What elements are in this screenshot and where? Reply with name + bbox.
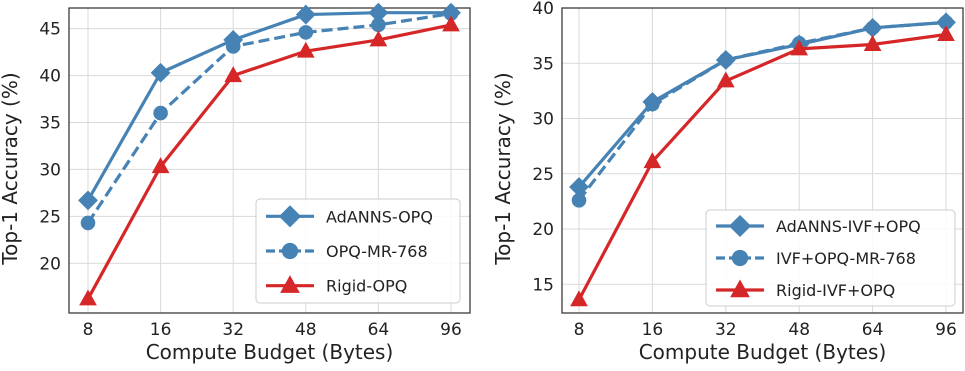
series-adanns-opq: [78, 2, 461, 211]
y-tick-label: 35: [532, 54, 554, 74]
data-point: [295, 4, 316, 25]
data-point: [153, 105, 168, 121]
legend-marker: [728, 214, 752, 238]
data-point: [296, 41, 315, 58]
plot-frame: [561, 7, 964, 314]
y-tick-label: 40: [532, 0, 554, 19]
data-point: [570, 290, 588, 307]
legend-marker: [731, 249, 749, 267]
legend: AdANNS-IVF+OPQ IVF+OPQ-MR-768 Rigid-IVF+OP…: [705, 209, 956, 307]
legend-label: IVF+OPQ-MR-768: [776, 249, 916, 268]
y-tick-label: 35: [39, 113, 61, 133]
data-point: [862, 17, 883, 38]
legend-label: Rigid-IVF+OPQ: [776, 281, 895, 300]
x-tick-label: 8: [574, 320, 585, 340]
x-tick-label: 64: [368, 320, 390, 340]
x-tick-label: 8: [83, 320, 94, 340]
data-point: [569, 177, 589, 197]
x-tick-label: 16: [150, 320, 172, 340]
series-line: [86, 12, 452, 224]
data-point: [715, 50, 736, 70]
x-axis-label: Compute Budget (Bytes): [146, 340, 394, 364]
legend-box: [705, 209, 956, 307]
series-line: [86, 23, 452, 300]
data-point: [79, 289, 97, 306]
y-tick-label: 30: [39, 160, 61, 180]
legend-label: Rigid-OPQ: [326, 277, 407, 296]
series-rigid-ivf-opq: [570, 25, 955, 307]
x-tick-label: 96: [440, 320, 462, 340]
data-point: [863, 35, 882, 51]
legend: AdANNS-OPQ OPQ-MR-768 Rigid-OPQ: [255, 198, 461, 304]
series-line: [577, 32, 947, 301]
data-point: [78, 190, 98, 211]
legend-box: [255, 198, 461, 304]
x-tick-label: 48: [788, 320, 810, 340]
legend-marker: [278, 205, 302, 228]
y-tick-label: 20: [532, 220, 554, 240]
data-point: [716, 71, 735, 88]
data-point: [369, 30, 388, 47]
data-point: [151, 157, 170, 174]
data-point: [150, 62, 171, 83]
series-opq-mr-768: [80, 6, 459, 231]
x-tick-label: 32: [715, 320, 737, 340]
y-axis-label: Top-1 Accuracy (%): [0, 72, 22, 265]
series-rigid-opq: [79, 15, 460, 306]
legend-marker: [281, 242, 299, 260]
y-tick-label: 40: [39, 67, 61, 87]
data-point: [368, 2, 389, 23]
series-line: [86, 11, 451, 202]
y-tick-label: 20: [39, 254, 61, 274]
y-tick-label: 25: [39, 207, 61, 227]
x-tick-label: 16: [642, 320, 664, 340]
series-ivf-opq-mr-768: [571, 15, 954, 208]
y-tick-label: 45: [39, 20, 61, 40]
x-axis-label: Compute Budget (Bytes): [639, 340, 887, 364]
legend-label: AdANNS-OPQ: [326, 207, 433, 226]
legend-label: AdANNS-IVF+OPQ: [776, 217, 921, 236]
data-point: [937, 25, 955, 42]
series-line: [577, 20, 947, 189]
data-point: [80, 215, 96, 231]
data-point: [224, 66, 243, 83]
y-tick-label: 30: [532, 110, 554, 130]
data-point: [298, 25, 314, 40]
series-adanns-ivf-opq: [569, 12, 956, 197]
data-point: [223, 30, 244, 50]
chart-panel-1: 20 25 30 35 40 45 8 16 32 48 64 96 Compute Budget (B…: [0, 2, 471, 364]
y-tick-label: 25: [532, 165, 554, 185]
data-point: [442, 15, 460, 32]
data-point: [643, 152, 662, 169]
data-point: [642, 92, 663, 112]
chart-panel-2: 15 20 25 30 35 40 8 16 32 48 64 96 Compute Budget (B…: [491, 0, 964, 364]
plot-frame: [68, 7, 471, 314]
legend-marker: [280, 275, 300, 293]
y-axis-label: Top-1 Accuracy (%): [491, 72, 515, 265]
x-tick-label: 48: [295, 320, 317, 340]
data-point: [790, 39, 809, 56]
legend-label: OPQ-MR-768: [326, 242, 428, 261]
y-tick-label: 15: [532, 275, 554, 295]
x-tick-label: 64: [862, 320, 884, 340]
x-tick-label: 32: [222, 320, 244, 340]
x-tick-label: 96: [935, 320, 957, 340]
legend-marker: [730, 279, 750, 298]
